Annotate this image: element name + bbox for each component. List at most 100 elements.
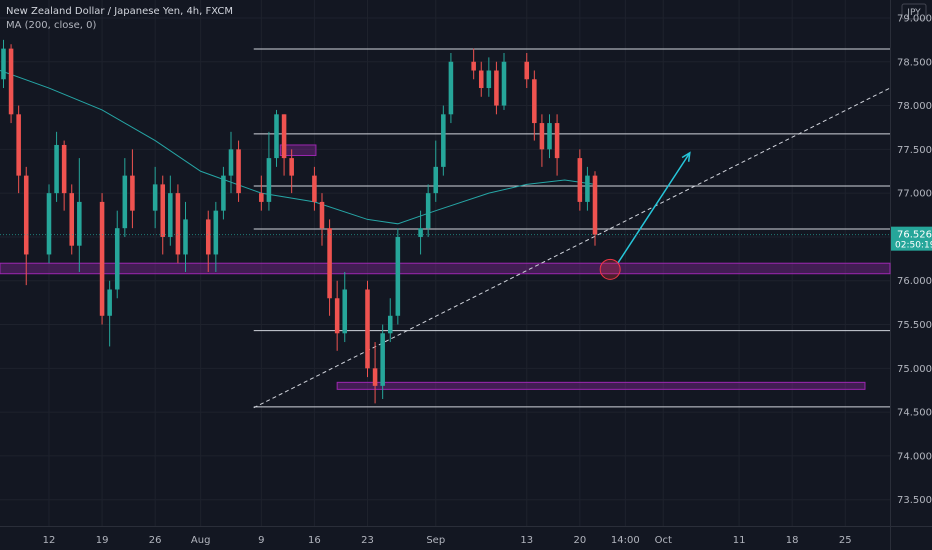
candle-body: [8, 48, 14, 115]
candle-body: [380, 333, 385, 386]
candle-body: [334, 298, 340, 334]
candle-body: [554, 123, 560, 159]
candle-body: [54, 144, 59, 194]
candle-body: [122, 175, 128, 229]
y-tick-label: 77.000: [897, 189, 932, 200]
candle-body: [160, 184, 166, 237]
candle-body: [16, 114, 21, 176]
candle-body: [259, 193, 264, 202]
indicator-label: MA (200, close, 0): [6, 20, 96, 31]
candle-body: [99, 201, 105, 316]
candle-body: [478, 70, 484, 89]
last-price-box: [891, 226, 932, 251]
candle-body: [486, 70, 492, 89]
x-tick-label: 26: [149, 535, 162, 546]
candle-body: [319, 201, 325, 229]
candle-body: [577, 158, 583, 202]
plot: [0, 39, 891, 409]
last-price-label: 76.526: [897, 230, 932, 241]
candle-body: [61, 144, 67, 194]
x-tick-label: 14:00: [611, 535, 640, 546]
candle-body: [266, 158, 272, 202]
candle-body: [539, 123, 545, 150]
candle-body: [152, 184, 158, 211]
arrow: [617, 152, 691, 264]
y-tick-label: 74.500: [897, 408, 932, 419]
candle-body: [114, 228, 120, 290]
marker-circle: [599, 258, 621, 280]
y-tick-label: 76.000: [897, 276, 932, 287]
currency-label: JPY: [906, 8, 921, 18]
candle-body: [448, 61, 454, 115]
x-tick-label: Sep: [426, 535, 445, 546]
candle-body: [433, 166, 439, 194]
candle-body: [418, 228, 423, 237]
zone: [279, 144, 317, 156]
x-tick-label: 25: [839, 535, 852, 546]
candle-body: [372, 368, 378, 386]
x-tick-label: 18: [786, 535, 799, 546]
candle-body: [168, 193, 173, 237]
candle-body: [471, 61, 476, 71]
candle-body: [425, 193, 431, 229]
candle-body: [532, 79, 537, 124]
candle-body: [592, 175, 598, 235]
x-tick-label: 23: [361, 535, 374, 546]
candle-body: [494, 70, 499, 106]
candle-body: [289, 158, 294, 176]
candle-body: [281, 114, 287, 159]
candle-body: [77, 201, 82, 246]
candle-body: [342, 289, 348, 334]
candle-body: [585, 175, 590, 202]
x-tick-label: 20: [573, 535, 586, 546]
y-tick-label: 73.500: [897, 495, 932, 506]
candle-body: [130, 175, 135, 211]
y-tick-label: 75.000: [897, 364, 932, 375]
x-tick-label: 12: [43, 535, 56, 546]
candle-body: [547, 123, 552, 150]
candle-body: [387, 315, 393, 334]
candle-body: [23, 175, 29, 255]
y-tick-label: 79.000: [897, 13, 932, 24]
candle-body: [274, 114, 279, 159]
candle-body: [213, 210, 219, 255]
currency-box: [901, 3, 927, 20]
candle-body: [183, 219, 188, 255]
candle-body: [175, 193, 181, 255]
candle-body: [441, 114, 446, 167]
x-tick-label: 16: [308, 535, 321, 546]
candle-body: [205, 219, 211, 255]
x-tick-label: 11: [733, 535, 746, 546]
y-tick-label: 75.500: [897, 320, 932, 331]
candle-body: [228, 149, 234, 176]
candle-body: [312, 175, 317, 202]
candle-body: [524, 61, 530, 80]
candle-body: [69, 193, 75, 246]
candle-body: [365, 289, 370, 369]
arrow-head: [681, 151, 691, 162]
zone: [336, 381, 866, 390]
y-tick-label: 74.000: [897, 451, 932, 462]
x-tick-label: Oct: [655, 535, 672, 546]
zone: [0, 262, 891, 275]
candle-body: [236, 149, 241, 194]
candle-body: [395, 236, 401, 316]
candle-body: [1, 48, 6, 80]
candle-body: [46, 193, 52, 255]
y-tick-label: 77.500: [897, 145, 932, 156]
y-tick-label: 78.000: [897, 101, 932, 112]
axes: 73.500 74.000 74.500 75.000 75.500 76.000 76.5…: [43, 13, 932, 546]
x-tick-label: 9: [258, 535, 264, 546]
candle-body: [501, 61, 507, 106]
y-tick-label: 78.500: [897, 57, 932, 68]
x-tick-label: 13: [520, 535, 533, 546]
candle-body: [327, 228, 332, 299]
countdown-label: 02:50:19: [895, 241, 932, 251]
candle-body: [107, 289, 112, 316]
chart-title: New Zealand Dollar / Japanese Yen, 4h, F…: [6, 6, 233, 17]
candle-body: [221, 175, 226, 211]
x-tick-label: 19: [96, 535, 109, 546]
x-tick-label: Aug: [191, 535, 211, 546]
moving-average: [0, 70, 596, 225]
